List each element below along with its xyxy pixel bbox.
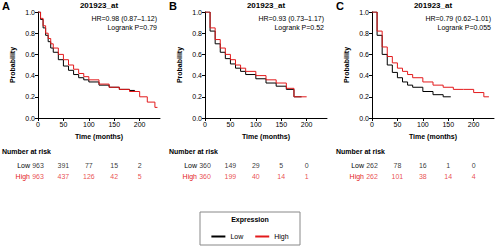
svg-text:262: 262 xyxy=(366,162,378,169)
svg-text:Low: Low xyxy=(17,162,31,169)
svg-text:0.0: 0.0 xyxy=(25,115,35,122)
svg-text:5: 5 xyxy=(138,173,142,180)
svg-text:2: 2 xyxy=(138,162,142,169)
svg-text:0.4: 0.4 xyxy=(192,72,202,79)
svg-text:0: 0 xyxy=(36,121,40,128)
svg-text:High: High xyxy=(183,173,198,181)
svg-text:100: 100 xyxy=(250,121,262,128)
svg-text:Low: Low xyxy=(184,162,198,169)
svg-text:963: 963 xyxy=(32,162,44,169)
svg-text:14: 14 xyxy=(277,173,285,180)
svg-text:1.0: 1.0 xyxy=(192,9,202,16)
svg-text:Expression: Expression xyxy=(231,216,269,224)
svg-text:0.4: 0.4 xyxy=(359,72,369,79)
svg-text:0.0: 0.0 xyxy=(359,115,369,122)
svg-text:Number at risk: Number at risk xyxy=(336,148,385,155)
svg-text:77: 77 xyxy=(85,162,93,169)
svg-text:High: High xyxy=(274,233,289,241)
svg-text:1.0: 1.0 xyxy=(25,9,35,16)
svg-text:HR=0.79 (0.62–1.01): HR=0.79 (0.62–1.01) xyxy=(425,15,491,23)
svg-text:38: 38 xyxy=(419,173,427,180)
svg-text:0: 0 xyxy=(305,162,309,169)
svg-text:Time (months): Time (months) xyxy=(409,133,457,141)
svg-text:100: 100 xyxy=(83,121,95,128)
svg-text:Time (months): Time (months) xyxy=(75,133,123,141)
svg-text:391: 391 xyxy=(58,162,70,169)
svg-text:0.6: 0.6 xyxy=(25,51,35,58)
svg-text:Logrank P=0.79: Logrank P=0.79 xyxy=(107,24,157,32)
svg-text:Probability: Probability xyxy=(343,47,351,83)
svg-text:437: 437 xyxy=(58,173,70,180)
svg-text:4: 4 xyxy=(472,173,476,180)
svg-text:Number at risk: Number at risk xyxy=(169,148,218,155)
svg-text:360: 360 xyxy=(199,173,211,180)
svg-text:0: 0 xyxy=(370,121,374,128)
svg-text:1: 1 xyxy=(305,173,309,180)
svg-text:0.2: 0.2 xyxy=(359,93,369,100)
svg-text:Number at risk: Number at risk xyxy=(2,148,51,155)
svg-text:100: 100 xyxy=(417,121,429,128)
svg-text:50: 50 xyxy=(60,121,68,128)
svg-text:Probability: Probability xyxy=(176,47,184,83)
svg-text:1.0: 1.0 xyxy=(359,9,369,16)
svg-text:Low: Low xyxy=(351,162,365,169)
svg-text:B: B xyxy=(169,0,177,12)
svg-text:16: 16 xyxy=(419,162,427,169)
svg-text:50: 50 xyxy=(227,121,235,128)
svg-text:Low: Low xyxy=(230,233,244,240)
svg-text:0.8: 0.8 xyxy=(192,30,202,37)
svg-text:78: 78 xyxy=(394,162,402,169)
svg-text:201923_at: 201923_at xyxy=(414,1,453,10)
svg-text:0.2: 0.2 xyxy=(25,93,35,100)
svg-text:150: 150 xyxy=(275,121,287,128)
svg-text:HR=0.98 (0.87–1.12): HR=0.98 (0.87–1.12) xyxy=(91,15,157,23)
svg-text:High: High xyxy=(16,173,31,181)
svg-text:1: 1 xyxy=(446,162,450,169)
svg-text:150: 150 xyxy=(108,121,120,128)
svg-text:199: 199 xyxy=(225,173,237,180)
svg-text:15: 15 xyxy=(110,162,118,169)
svg-text:Logrank P=0.52: Logrank P=0.52 xyxy=(274,24,324,32)
svg-text:201923_at: 201923_at xyxy=(80,1,119,10)
svg-text:5: 5 xyxy=(279,162,283,169)
svg-text:High: High xyxy=(350,173,365,181)
svg-text:0.6: 0.6 xyxy=(192,51,202,58)
svg-text:Logrank P=0.055: Logrank P=0.055 xyxy=(437,24,491,32)
svg-text:0.6: 0.6 xyxy=(359,51,369,58)
svg-text:40: 40 xyxy=(252,173,260,180)
svg-text:0.0: 0.0 xyxy=(192,115,202,122)
svg-text:0.8: 0.8 xyxy=(359,30,369,37)
svg-text:963: 963 xyxy=(32,173,44,180)
svg-text:200: 200 xyxy=(468,121,480,128)
svg-text:A: A xyxy=(2,0,10,12)
svg-text:Probability: Probability xyxy=(9,47,17,83)
svg-text:360: 360 xyxy=(199,162,211,169)
svg-text:42: 42 xyxy=(110,173,118,180)
svg-text:0.2: 0.2 xyxy=(192,93,202,100)
svg-text:150: 150 xyxy=(442,121,454,128)
svg-text:50: 50 xyxy=(394,121,402,128)
svg-text:Time (months): Time (months) xyxy=(242,133,290,141)
svg-text:14: 14 xyxy=(444,173,452,180)
svg-text:126: 126 xyxy=(83,173,95,180)
svg-text:29: 29 xyxy=(252,162,260,169)
svg-text:HR=0.93 (0.73–1.17): HR=0.93 (0.73–1.17) xyxy=(258,15,324,23)
svg-text:149: 149 xyxy=(225,162,237,169)
svg-text:C: C xyxy=(336,0,344,12)
svg-text:0: 0 xyxy=(472,162,476,169)
svg-text:200: 200 xyxy=(301,121,313,128)
svg-text:101: 101 xyxy=(392,173,404,180)
svg-text:200: 200 xyxy=(134,121,146,128)
svg-text:201923_at: 201923_at xyxy=(247,1,286,10)
svg-text:262: 262 xyxy=(366,173,378,180)
svg-text:0: 0 xyxy=(203,121,207,128)
svg-text:0.8: 0.8 xyxy=(25,30,35,37)
svg-text:0.4: 0.4 xyxy=(25,72,35,79)
